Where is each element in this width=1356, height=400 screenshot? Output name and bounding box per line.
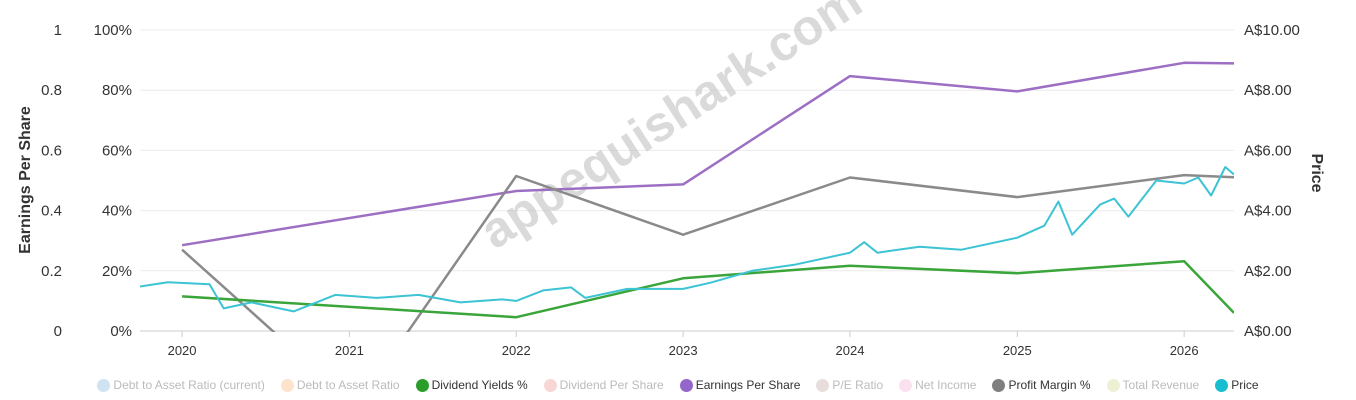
x-tick-label: 2022 [502,343,531,358]
x-tick-label: 2023 [669,343,698,358]
right-price-tick-label: A$0.00 [1244,323,1292,340]
legend-marker-icon [280,378,294,392]
legend-item-profit-margin[interactable]: Profit Margin % [992,378,1091,392]
left-eps-tick-label: 0.6 [41,142,62,159]
legend-marker-icon [543,378,557,392]
right-price-tick-label: A$4.00 [1244,203,1292,220]
legend-marker-icon [679,378,693,392]
left-percent-axis: 0% 20% 40% 60% 80% 100% [94,22,132,340]
legend-item-price[interactable]: Price [1215,378,1259,392]
legend-label: Profit Margin % [1008,378,1091,392]
legend-item-p-e-ratio[interactable]: P/E Ratio [816,378,883,392]
legend-marker-icon [1106,378,1120,392]
right-price-tick-label: A$6.00 [1244,142,1292,159]
legend-label: Price [1231,378,1259,392]
right-price-tick-label: A$8.00 [1244,82,1292,99]
series-line-price [140,166,1234,313]
left-axis-title: Earnings Per Share [17,106,34,254]
legend-label: Dividend Per Share [559,378,664,392]
left-percent-tick-label: 60% [102,142,132,159]
gridlines [140,29,1234,332]
series-lines [140,61,1234,332]
legend-item-earnings-per-share[interactable]: Earnings Per Share [679,378,801,392]
legend-label: Total Revenue [1122,378,1200,392]
legend: Debt to Asset Ratio (current) Debt to Ass… [0,378,1356,392]
x-tick-label: 2021 [335,343,364,358]
x-axis: 2020 2021 2022 2023 2024 2025 2026 [168,331,1199,358]
left-percent-tick-label: 20% [102,263,132,280]
legend-item-total-revenue[interactable]: Total Revenue [1106,378,1200,392]
legend-label: Net Income [915,378,977,392]
left-percent-tick-label: 80% [102,82,132,99]
right-price-tick-label: A$2.00 [1244,263,1292,280]
left-eps-tick-label: 0.2 [41,263,62,280]
legend-label: Dividend Yields % [431,378,528,392]
left-eps-tick-label: 0 [54,323,62,340]
legend-label: Debt to Asset Ratio [296,378,400,392]
left-eps-tick-label: 0.8 [41,82,62,99]
legend-marker-icon [97,378,111,392]
left-percent-tick-label: 100% [94,22,132,39]
legend-item-debt-to-asset-ratio[interactable]: Debt to Asset Ratio [280,378,400,392]
legend-marker-icon [992,378,1006,392]
x-tick-label: 2020 [168,343,197,358]
left-eps-tick-label: 0.4 [41,203,62,220]
legend-item-dividend-per-share[interactable]: Dividend Per Share [543,378,664,392]
right-axis-title: Price [1308,153,1325,192]
legend-marker-icon [1215,378,1229,392]
right-price-axis: A$0.00 A$2.00 A$4.00 A$6.00 A$8.00 A$10.00 [1244,22,1300,340]
left-percent-tick-label: 40% [102,203,132,220]
legend-marker-icon [899,378,913,392]
legend-label: Earnings Per Share [695,378,801,392]
right-price-tick-label: A$10.00 [1244,22,1300,39]
legend-item-dividend-yields[interactable]: Dividend Yields % [415,378,528,392]
legend-marker-icon [816,378,830,392]
watermark: appequishark.com [470,0,871,260]
legend-item-net-income[interactable]: Net Income [899,378,976,392]
left-percent-tick-label: 0% [110,323,132,340]
series-line-profit-margin [181,173,1234,332]
left-eps-axis: 0 0.2 0.4 0.6 0.8 1 [41,22,62,340]
legend-marker-icon [415,378,429,392]
x-tick-label: 2024 [836,343,865,358]
legend-item-debt-to-asset-ratio-current[interactable]: Debt to Asset Ratio (current) [97,378,265,392]
legend-label: Debt to Asset Ratio (current) [113,378,265,392]
series-line-dividend-yields [182,259,1234,319]
x-tick-label: 2026 [1170,343,1199,358]
legend-label: P/E Ratio [832,378,884,392]
left-eps-tick-label: 1 [54,22,62,39]
x-tick-label: 2025 [1003,343,1032,358]
series-line-earnings-per-share [181,61,1234,247]
